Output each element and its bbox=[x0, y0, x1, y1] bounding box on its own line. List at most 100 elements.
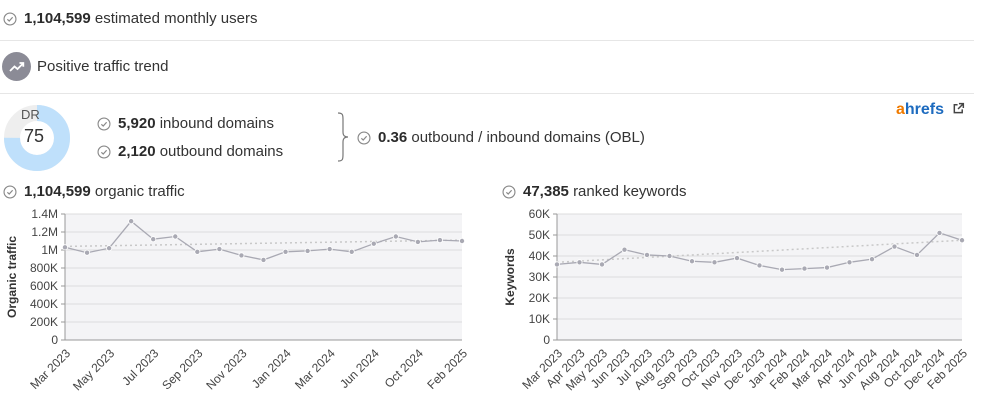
x-tick-label: Sep 2023 bbox=[159, 346, 205, 392]
x-tick-label: Jan 2024 bbox=[249, 346, 294, 391]
ranked-keywords-header: 47,385 ranked keywords bbox=[502, 183, 686, 200]
y-tick-label: 600K bbox=[30, 279, 58, 293]
divider bbox=[0, 93, 974, 94]
data-point bbox=[688, 258, 695, 265]
y-tick-label: 1.2M bbox=[31, 225, 58, 239]
data-point bbox=[801, 265, 808, 272]
data-point bbox=[823, 264, 830, 271]
check-circle-icon bbox=[357, 130, 371, 145]
y-tick-label: 200K bbox=[30, 315, 58, 329]
data-point bbox=[260, 256, 267, 263]
ahrefs-logo-a: a bbox=[896, 101, 905, 118]
x-tick-label: Nov 2023 bbox=[203, 346, 249, 392]
y-tick-label: 20K bbox=[529, 291, 550, 305]
organic-traffic-label: organic traffic bbox=[94, 183, 185, 200]
data-point bbox=[282, 248, 289, 255]
divider bbox=[0, 40, 974, 41]
x-tick-label: Oct 2024 bbox=[382, 346, 427, 391]
data-point bbox=[846, 259, 853, 266]
monthly-users-row: 1,104,599 estimated monthly users bbox=[3, 10, 257, 27]
ranked-keywords-label: ranked keywords bbox=[573, 183, 687, 200]
data-point bbox=[414, 238, 421, 245]
outbound-domains-value: 2,120 bbox=[118, 143, 156, 160]
obl-label: outbound / inbound domains (OBL) bbox=[411, 129, 645, 146]
trend-up-icon bbox=[2, 52, 31, 81]
data-point bbox=[936, 229, 943, 236]
organic-traffic-header: 1,104,599 organic traffic bbox=[3, 183, 185, 200]
x-tick-label: May 2023 bbox=[70, 346, 117, 393]
external-link-icon bbox=[954, 102, 965, 114]
data-point bbox=[194, 248, 201, 255]
y-tick-label: 10K bbox=[529, 312, 550, 326]
check-circle-icon bbox=[3, 11, 17, 26]
inbound-domains-row: 5,920 inbound domains bbox=[97, 115, 274, 132]
data-point bbox=[891, 243, 898, 250]
y-tick-label: 400K bbox=[30, 297, 58, 311]
y-tick-label: 60K bbox=[529, 207, 550, 221]
data-point bbox=[370, 240, 377, 247]
obl-row: 0.36 outbound / inbound domains (OBL) bbox=[357, 129, 645, 146]
outbound-domains-row: 2,120 outbound domains bbox=[97, 143, 283, 160]
y-tick-label: 50K bbox=[529, 228, 550, 242]
ahrefs-link[interactable]: ahrefs bbox=[896, 101, 965, 119]
data-point bbox=[326, 246, 333, 253]
data-point bbox=[711, 259, 718, 266]
outbound-domains-label: outbound domains bbox=[159, 143, 284, 160]
data-point bbox=[150, 236, 157, 243]
data-point bbox=[643, 251, 650, 258]
organic-traffic-value: 1,104,599 bbox=[24, 183, 91, 200]
data-point bbox=[666, 253, 673, 260]
dr-label: DR bbox=[21, 107, 40, 122]
inbound-domains-value: 5,920 bbox=[118, 115, 156, 132]
data-point bbox=[392, 233, 399, 240]
obl-value: 0.36 bbox=[378, 129, 408, 146]
ranked-keywords-value: 47,385 bbox=[523, 183, 569, 200]
y-tick-label: 1.4M bbox=[31, 207, 58, 221]
x-tick-label: Mar 2023 bbox=[27, 346, 73, 392]
domain-rating-gauge bbox=[4, 105, 70, 171]
data-point bbox=[216, 246, 223, 253]
check-circle-icon bbox=[97, 116, 111, 131]
traffic-trend-row: Positive traffic trend bbox=[2, 52, 168, 81]
y-tick-label: 30K bbox=[529, 270, 550, 284]
data-point bbox=[128, 218, 135, 225]
data-point bbox=[576, 259, 583, 266]
dr-value: 75 bbox=[24, 126, 45, 146]
ahrefs-logo-rest: hrefs bbox=[904, 101, 945, 118]
monthly-users-label: estimated monthly users bbox=[94, 10, 258, 27]
x-tick-label: Mar 2024 bbox=[292, 346, 338, 392]
x-tick-label: Jul 2023 bbox=[119, 346, 161, 388]
brace-divider bbox=[337, 112, 349, 162]
data-point bbox=[106, 245, 113, 252]
data-point bbox=[599, 261, 606, 268]
data-point bbox=[733, 255, 740, 262]
data-point bbox=[84, 249, 91, 256]
data-point bbox=[913, 251, 920, 258]
data-point bbox=[778, 266, 785, 273]
data-point bbox=[172, 233, 179, 240]
check-circle-icon bbox=[502, 184, 516, 199]
y-tick-label: 40K bbox=[529, 249, 550, 263]
data-point bbox=[958, 237, 965, 244]
organic-traffic-chart: 0 200K 400K 600K 800K 1M 1.2M 1.4M Organic traff… bbox=[5, 207, 470, 393]
data-point bbox=[756, 262, 763, 269]
check-circle-icon bbox=[3, 184, 17, 199]
data-point bbox=[238, 252, 245, 259]
traffic-trend-label: Positive traffic trend bbox=[37, 58, 169, 75]
x-tick-label: Feb 2025 bbox=[424, 346, 470, 392]
y-axis-label: Keywords bbox=[503, 248, 517, 306]
inbound-domains-label: inbound domains bbox=[159, 115, 274, 132]
data-point bbox=[436, 237, 443, 244]
trend-line bbox=[64, 239, 463, 248]
data-point bbox=[868, 256, 875, 263]
data-point bbox=[348, 248, 355, 255]
plot-area bbox=[65, 214, 462, 340]
check-circle-icon bbox=[97, 144, 111, 159]
y-tick-label: 800K bbox=[30, 261, 58, 275]
data-point bbox=[62, 244, 69, 251]
data-point bbox=[554, 261, 561, 268]
y-tick-label: 0 bbox=[51, 333, 58, 347]
monthly-users-value: 1,104,599 bbox=[24, 10, 91, 27]
x-tick-label: Jun 2024 bbox=[337, 346, 382, 391]
